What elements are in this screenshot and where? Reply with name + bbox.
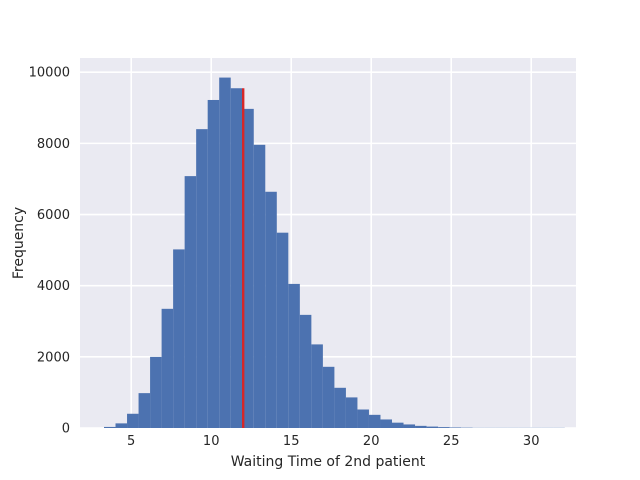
histogram-bar (380, 419, 392, 428)
histogram-bar (173, 249, 185, 428)
histogram-bar (161, 308, 174, 428)
x-tick-label: 5 (127, 434, 135, 449)
x-tick-label: 25 (443, 434, 460, 449)
histogram-bar (357, 409, 369, 428)
histogram-bar (219, 77, 231, 428)
x-axis-ticks: 5 10 15 20 25 30 (127, 434, 539, 449)
histogram-bar (196, 129, 208, 428)
histogram-bar (230, 88, 243, 428)
y-axis-label: Frequency (11, 207, 27, 279)
histogram-bar (184, 176, 197, 428)
histogram-bar (368, 414, 381, 428)
histogram-bar (311, 344, 323, 428)
y-tick-label: 0 (62, 422, 70, 437)
histogram-bar (438, 427, 450, 428)
histogram-bar (403, 424, 416, 428)
histogram-bar (242, 108, 254, 428)
histogram-bar (426, 426, 439, 428)
histogram-bar (138, 393, 151, 428)
x-tick-label: 20 (363, 434, 380, 449)
histogram-bar (322, 366, 335, 428)
y-tick-label: 6000 (37, 208, 70, 223)
x-tick-label: 15 (283, 434, 300, 449)
x-axis-label: Waiting Time of 2nd patient (231, 454, 426, 470)
histogram-bar (150, 356, 162, 428)
histogram-bar (127, 413, 139, 428)
histogram-bar (288, 283, 300, 428)
histogram-bar (276, 232, 289, 428)
histogram-bar (415, 425, 427, 428)
x-tick-label: 30 (523, 434, 540, 449)
histogram-bar (104, 426, 116, 428)
histogram-bar (253, 144, 266, 429)
x-tick-label: 10 (203, 434, 220, 449)
histogram-bar (449, 427, 462, 428)
histogram-bar (265, 191, 277, 428)
y-axis-ticks: 0 2000 4000 6000 8000 10000 (29, 66, 70, 437)
histogram-bar (334, 387, 346, 428)
histogram-bar (207, 99, 220, 428)
histogram-bar (115, 423, 128, 428)
y-tick-label: 2000 (37, 350, 70, 365)
y-tick-label: 10000 (29, 66, 70, 81)
histogram-bars (104, 77, 565, 429)
histogram-bar (345, 397, 358, 428)
histogram-bar (392, 422, 404, 428)
y-tick-label: 4000 (37, 279, 70, 294)
histogram-bar (299, 314, 312, 428)
y-tick-label: 8000 (37, 137, 70, 152)
